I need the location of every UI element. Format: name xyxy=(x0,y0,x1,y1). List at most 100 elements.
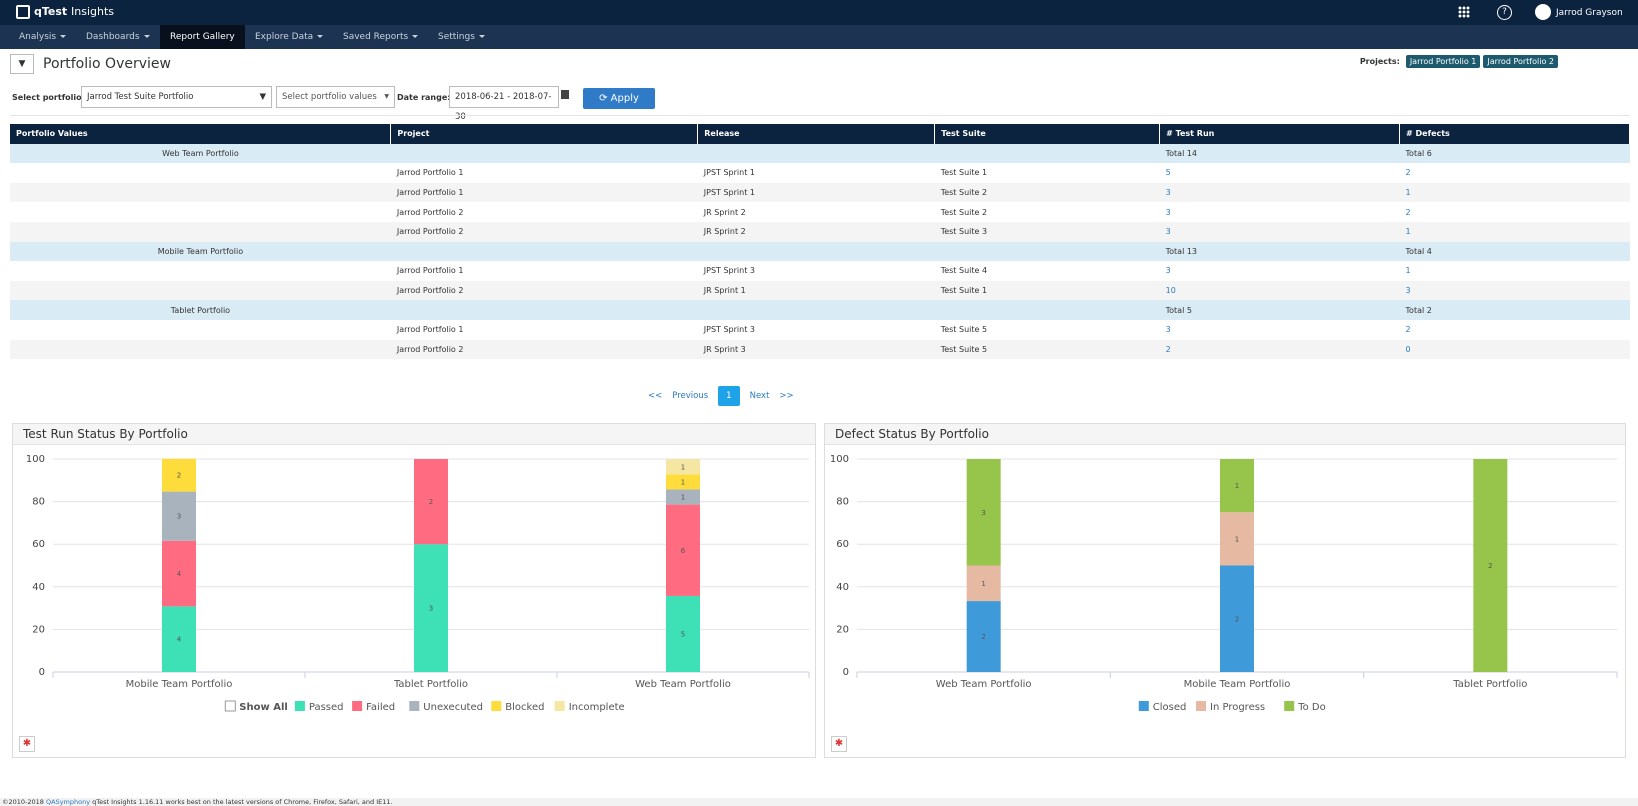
nav-item[interactable]: Saved Reports xyxy=(333,25,428,49)
legend-label[interactable]: To Do xyxy=(1297,702,1326,713)
page-link[interactable]: 1 xyxy=(718,386,740,406)
nav-item[interactable]: Report Gallery xyxy=(160,25,245,49)
bar-segment[interactable] xyxy=(966,459,1001,566)
column-header[interactable]: Test Suite xyxy=(934,124,1161,144)
legend-swatch[interactable] xyxy=(352,701,363,711)
copyright: ©2010-2018 xyxy=(2,798,44,806)
filter-toggle[interactable]: ▼ xyxy=(10,54,34,74)
cell[interactable]: 2 xyxy=(1159,339,1400,360)
legend-label[interactable]: Incomplete xyxy=(569,702,625,713)
cell[interactable]: 3 xyxy=(1399,280,1630,301)
help-icon[interactable]: ? xyxy=(1497,5,1512,20)
chart: 0 20 40 60 80 100 Mobile Team Portfolio 4 4 3 2 Tab… xyxy=(26,454,810,713)
page-link[interactable]: >> xyxy=(779,391,794,401)
legend-swatch[interactable] xyxy=(294,701,305,711)
bar-segment[interactable] xyxy=(1220,512,1254,566)
data-label: 1 xyxy=(681,478,685,486)
apply-button[interactable]: ⟳ Apply xyxy=(583,88,655,109)
cell: JR Sprint 2 xyxy=(697,221,935,242)
legend-swatch[interactable] xyxy=(491,701,502,711)
bug-icon[interactable]: ✱ xyxy=(831,736,847,752)
top-bar: qTest Insights ? Jarrod Grayson xyxy=(0,0,1638,25)
data-label: 4 xyxy=(177,636,182,644)
cell[interactable]: 3 xyxy=(1159,182,1400,203)
values-select[interactable]: Select portfolio values ▼ xyxy=(276,86,395,108)
legend-label[interactable]: Passed xyxy=(309,702,344,713)
nav-item[interactable]: Analysis xyxy=(9,25,76,49)
page-link[interactable]: Previous xyxy=(672,391,709,401)
bar-segment[interactable] xyxy=(162,606,196,672)
bar-segment[interactable] xyxy=(162,491,196,541)
legend-label[interactable]: Failed xyxy=(366,702,395,713)
cell xyxy=(10,221,391,242)
legend-swatch[interactable] xyxy=(1138,701,1149,711)
column-header[interactable]: Release xyxy=(697,124,936,144)
column-header[interactable]: # Defects xyxy=(1399,124,1630,144)
calendar-icon[interactable] xyxy=(561,90,569,99)
legend-swatch[interactable] xyxy=(554,701,565,711)
cell[interactable]: 3 xyxy=(1159,202,1400,222)
data-label: 2 xyxy=(1235,615,1239,623)
cell[interactable]: 3 xyxy=(1159,319,1400,340)
bar-segment[interactable] xyxy=(966,601,1001,672)
legend-label[interactable]: In Progress xyxy=(1210,702,1265,713)
user-name[interactable]: Jarrod Grayson xyxy=(1556,8,1623,18)
project-badge[interactable]: Jarrod Portfolio 1 xyxy=(1405,55,1481,68)
bar-segment[interactable] xyxy=(666,504,700,596)
cell: Jarrod Portfolio 2 xyxy=(390,339,698,360)
bar-segment[interactable] xyxy=(414,544,448,672)
bar-segment[interactable] xyxy=(414,459,448,545)
legend-label[interactable]: Closed xyxy=(1153,702,1187,713)
bar-segment[interactable] xyxy=(666,459,700,475)
bar-segment[interactable] xyxy=(1220,565,1254,673)
bar-segment[interactable] xyxy=(1220,459,1254,513)
show-all-checkbox[interactable] xyxy=(224,700,236,712)
legend-swatch[interactable] xyxy=(1196,701,1206,711)
cell[interactable]: 5 xyxy=(1159,163,1400,183)
legend-swatch[interactable] xyxy=(409,701,420,711)
cell[interactable]: 10 xyxy=(1159,280,1400,301)
bar-segment[interactable] xyxy=(162,540,196,607)
cell: Test Suite 2 xyxy=(934,202,1160,222)
group-row: Mobile Team Portfolio Total 13 Total 4 xyxy=(10,241,1630,262)
portfolio-label: Select portfolio: xyxy=(12,93,85,102)
legend-label[interactable]: Show All xyxy=(239,702,288,713)
y-tick-label: 20 xyxy=(32,624,45,635)
nav-item[interactable]: Dashboards xyxy=(76,25,160,49)
cell[interactable]: 0 xyxy=(1399,339,1630,360)
company-link[interactable]: QASymphony xyxy=(46,798,91,806)
page-title: Portfolio Overview xyxy=(43,56,171,72)
nav-item[interactable]: Explore Data xyxy=(245,25,333,49)
page-link[interactable]: Next xyxy=(749,391,770,401)
date-input[interactable]: 2018-06-21 - 2018-07-30 xyxy=(449,86,559,122)
bar-segment[interactable] xyxy=(162,458,196,492)
legend-label[interactable]: Blocked xyxy=(505,702,544,713)
cell[interactable]: 2 xyxy=(1399,319,1630,340)
nav-item[interactable]: Settings xyxy=(428,25,495,49)
bar-segment[interactable] xyxy=(1473,459,1508,672)
apps-icon[interactable] xyxy=(1458,6,1470,18)
cell[interactable]: 1 xyxy=(1399,182,1630,203)
cell[interactable]: 3 xyxy=(1159,261,1400,281)
cell[interactable]: 1 xyxy=(1399,261,1630,281)
page-link[interactable]: << xyxy=(648,391,663,401)
cell[interactable]: 2 xyxy=(1399,202,1630,222)
bar-segment[interactable] xyxy=(666,489,700,505)
cell[interactable]: 3 xyxy=(1159,221,1400,242)
project-badge[interactable]: Jarrod Portfolio 2 xyxy=(1483,55,1558,68)
legend-swatch[interactable] xyxy=(1284,701,1295,711)
legend-label[interactable]: Unexecuted xyxy=(423,702,483,713)
bar-segment[interactable] xyxy=(666,474,700,490)
portfolio-select[interactable]: Jarrod Test Suite Portfolio ▼ xyxy=(81,86,272,108)
bar-segment[interactable] xyxy=(666,595,700,672)
column-header[interactable]: # Test Run xyxy=(1159,124,1401,144)
column-header[interactable]: Portfolio Values xyxy=(10,124,392,144)
cell xyxy=(390,241,1160,262)
x-tick-label: Mobile Team Portfolio xyxy=(1184,679,1291,690)
bug-icon[interactable]: ✱ xyxy=(19,736,35,752)
column-header[interactable]: Project xyxy=(390,124,699,144)
cell[interactable]: 1 xyxy=(1399,221,1630,242)
bar-segment[interactable] xyxy=(966,565,1001,602)
data-row: Jarrod Portfolio 2 JR Sprint 2 Test Suite … xyxy=(10,221,1630,242)
cell[interactable]: 2 xyxy=(1399,163,1630,183)
